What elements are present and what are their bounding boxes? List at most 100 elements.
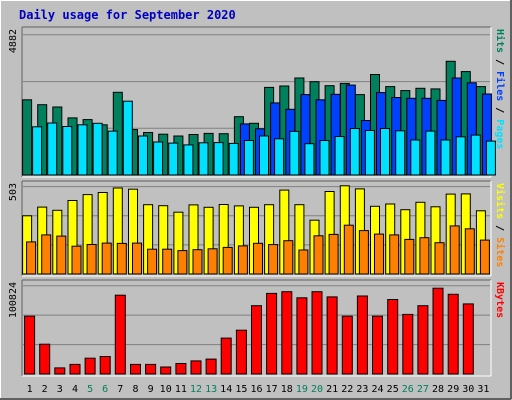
bar-sites-day-5 [86,244,97,275]
bar-pages-day-14 [228,142,239,176]
x-tick-label-27: 27 [417,384,429,395]
bar-kbytes-day-15 [235,329,247,375]
legend-pages: Pages [494,119,505,149]
bar-sites-day-23 [358,230,369,275]
x-tick-label-22: 22 [341,384,353,395]
x-tick-label-20: 20 [311,384,323,395]
legend-/: / [494,101,505,119]
x-tick-label-16: 16 [250,384,262,395]
bar-sites-day-18 [283,240,294,275]
bar-pages-day-7 [122,100,133,176]
bar-kbytes-day-20 [311,291,323,375]
x-tick-label-10: 10 [160,384,172,395]
x-tick-label-11: 11 [175,384,187,395]
x-tick-label-9: 9 [148,384,154,395]
x-tick-label-5: 5 [87,384,93,395]
bar-kbytes-day-13 [205,358,217,375]
bar-kbytes-day-10 [160,366,172,375]
bar-kbytes-day-18 [281,291,293,375]
legend-sites: Sites [494,237,506,267]
x-tick-label-1: 1 [27,384,33,395]
x-tick-label-12: 12 [190,384,202,395]
bar-kbytes-day-16 [251,305,262,375]
bar-sites-day-29 [449,225,460,275]
x-tick-label-25: 25 [387,384,399,395]
bar-sites-day-4 [71,245,82,275]
bar-kbytes-day-28 [432,287,444,375]
bar-pages-day-31 [485,140,496,176]
y-axis-label: Visits / Sites [494,183,506,267]
bar-sites-day-24 [374,233,384,275]
bar-sites-day-9 [147,248,158,275]
bar-sites-day-19 [298,249,309,275]
bar-kbytes-day-5 [84,357,96,375]
y-axis-label: KBytes [494,282,505,318]
bar-kbytes-day-26 [402,313,414,375]
bar-pages-day-8 [138,135,148,176]
bar-pages-day-6 [107,130,118,176]
x-tick-label-7: 7 [117,384,123,395]
bar-pages-day-1 [32,126,43,176]
bar-kbytes-day-21 [326,296,338,375]
bar-pages-day-4 [77,124,88,176]
x-tick-label-26: 26 [402,384,414,395]
bar-pages-day-27 [425,130,436,176]
bar-pages-day-10 [168,142,179,176]
legend-files: Files [494,71,506,101]
bar-sites-day-11 [177,250,188,275]
bar-pages-day-29 [455,136,466,176]
x-tick-label-28: 28 [432,384,444,395]
bar-kbytes-day-2 [39,343,51,375]
bar-pages-day-25 [395,130,406,176]
bar-kbytes-day-30 [462,303,474,375]
x-tick-label-13: 13 [205,384,217,395]
bar-sites-day-21 [328,233,339,275]
bar-kbytes-day-1 [24,315,36,375]
bar-sites-day-25 [389,234,400,275]
bar-sites-day-31 [479,239,490,275]
y-tick-label: 503 [8,183,19,201]
x-tick-label-29: 29 [447,384,459,395]
bar-kbytes-day-22 [341,315,353,375]
bar-sites-day-1 [26,241,37,275]
bar-pages-day-24 [380,128,390,176]
bar-kbytes-day-27 [417,305,429,375]
bar-kbytes-day-17 [266,292,278,375]
bar-pages-day-23 [364,130,375,176]
bar-kbytes-day-25 [387,299,399,375]
legend-/: / [494,53,505,71]
bar-pages-day-21 [334,136,345,176]
bar-kbytes-day-19 [296,297,308,375]
bar-sites-day-26 [404,238,415,275]
x-tick-label-24: 24 [371,384,383,395]
bar-pages-day-18 [289,130,300,176]
bar-pages-day-19 [304,143,315,176]
bar-pages-day-16 [259,135,269,176]
bar-sites-day-13 [207,248,218,275]
x-tick-label-6: 6 [102,384,108,395]
bar-pages-day-5 [92,122,103,176]
chart-panel-1: 4882 Hits / Files / Pages [8,26,506,178]
bar-sites-day-16 [253,242,263,275]
x-tick-label-21: 21 [326,384,338,395]
bar-kbytes-day-7 [114,294,126,375]
bar-kbytes-day-23 [356,295,368,375]
y-tick-label: 100824 [8,282,19,318]
bar-pages-day-15 [243,140,254,176]
bar-kbytes-day-4 [69,363,81,375]
x-tick-label-4: 4 [72,384,78,395]
bar-sites-day-7 [116,242,127,275]
bar-kbytes-day-24 [372,315,383,375]
legend-kbytes: KBytes [494,282,505,318]
legend-visits: Visits [494,183,506,219]
bar-pages-day-30 [470,134,481,176]
x-tick-label-3: 3 [57,384,63,395]
bar-sites-day-30 [464,228,475,275]
x-tick-label-17: 17 [266,384,278,395]
bar-sites-day-22 [343,224,354,275]
bar-sites-day-27 [419,237,430,275]
bar-kbytes-day-8 [130,363,141,375]
bar-kbytes-day-12 [190,360,202,375]
bar-sites-day-14 [222,246,233,275]
